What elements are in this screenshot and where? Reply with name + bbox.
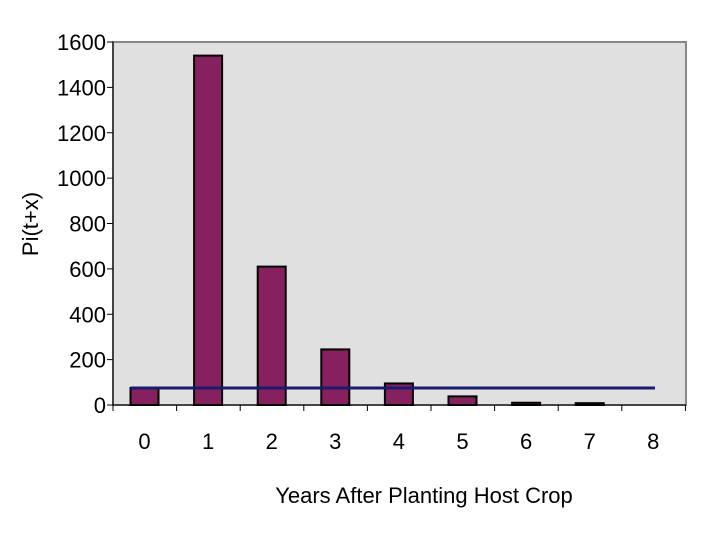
x-tick-label: 7 — [584, 429, 596, 454]
x-axis: 0 1 2 3 4 5 6 7 8 — [112, 404, 686, 454]
bar — [511, 401, 542, 407]
bar — [320, 348, 351, 406]
bar — [574, 402, 605, 406]
bar — [193, 54, 224, 407]
x-tick-label: 1 — [202, 429, 214, 454]
y-axis-label: Pi(t+x) — [18, 192, 43, 256]
y-tick-label: 1400 — [57, 75, 106, 100]
x-tick-label: 4 — [393, 429, 405, 454]
y-tick-label: 1000 — [57, 166, 106, 191]
y-tick-label: 0 — [94, 393, 106, 418]
y-tick-label: 1600 — [57, 30, 106, 55]
bar — [447, 395, 478, 407]
y-tick-label: 200 — [69, 348, 106, 373]
x-axis-label: Years After Planting Host Crop — [275, 483, 573, 508]
y-tick-label: 800 — [69, 212, 106, 237]
y-tick-label: 600 — [69, 257, 106, 282]
bar-series — [129, 54, 605, 407]
y-axis: 0 200 400 600 800 1000 1200 1400 1600 — [57, 30, 114, 418]
x-tick-label: 5 — [456, 429, 468, 454]
y-tick-label: 1200 — [57, 121, 106, 146]
x-tick-label: 8 — [647, 429, 659, 454]
x-tick-label: 2 — [266, 429, 278, 454]
y-tick-label: 400 — [69, 302, 106, 327]
x-tick-label: 3 — [329, 429, 341, 454]
x-tick-label: 0 — [138, 429, 150, 454]
bar — [256, 265, 287, 407]
bar — [129, 386, 160, 406]
x-tick-label: 6 — [520, 429, 532, 454]
